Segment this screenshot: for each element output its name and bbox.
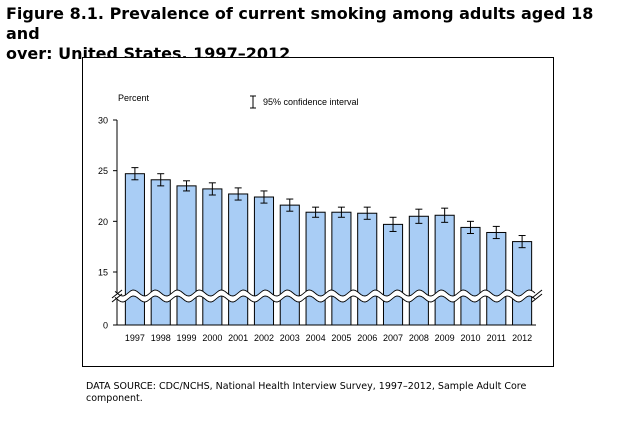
axis-break-line-upper xyxy=(114,289,536,297)
bar-2001 xyxy=(228,193,249,326)
x-tick-label: 2009 xyxy=(435,333,455,343)
bar-2009 xyxy=(434,214,455,326)
bar-2010 xyxy=(460,226,481,326)
y-tick-label: 25 xyxy=(98,166,108,176)
y-tick-label: 0 xyxy=(103,321,108,331)
x-tick-label: 2000 xyxy=(202,333,222,343)
x-tick-label: 2003 xyxy=(280,333,300,343)
y-axis-label: Percent xyxy=(118,93,150,103)
x-tick-label: 1998 xyxy=(151,333,171,343)
x-tick-label: 2001 xyxy=(228,333,248,343)
x-tick-label: 2012 xyxy=(512,333,532,343)
bar-2004 xyxy=(305,211,326,326)
x-tick-label: 2008 xyxy=(409,333,429,343)
x-tick-label: 2011 xyxy=(487,333,506,343)
bar-1998 xyxy=(150,179,171,326)
axis-break-slash xyxy=(111,289,123,299)
y-tick-label: 20 xyxy=(98,217,108,227)
axis-break-slash xyxy=(531,289,543,299)
y-tick-label: 15 xyxy=(98,268,108,278)
data-source-line1: DATA SOURCE: CDC/NCHS, National Health I… xyxy=(86,381,527,392)
bar-2007 xyxy=(382,223,404,326)
x-tick-label: 2010 xyxy=(460,333,480,343)
bar-2006 xyxy=(357,212,378,326)
data-source-line2: component. xyxy=(86,393,143,404)
y-tick-label: 30 xyxy=(98,116,108,126)
x-tick-label: 1997 xyxy=(125,333,145,343)
axis-break-slash xyxy=(111,293,123,303)
figure-title: Figure 8.1. Prevalence of current smokin… xyxy=(6,4,626,64)
x-tick-label: 1999 xyxy=(177,333,197,343)
bar-2000 xyxy=(202,188,223,326)
x-tick-label: 2002 xyxy=(254,333,274,343)
bar-2003 xyxy=(279,204,300,326)
axis-break-line-lower xyxy=(114,295,536,303)
bar-2008 xyxy=(408,215,429,326)
x-tick-label: 2004 xyxy=(306,333,326,343)
bar-2011 xyxy=(486,231,507,326)
bar-2012 xyxy=(512,241,533,326)
bar-2002 xyxy=(253,196,275,326)
figure-title-line1: Figure 8.1. Prevalence of current smokin… xyxy=(6,4,594,43)
bar-1997 xyxy=(124,173,145,326)
bar-2005 xyxy=(331,211,352,326)
x-tick-label: 2007 xyxy=(383,333,403,343)
x-tick-label: 2005 xyxy=(331,333,351,343)
legend-label: 95% confidence interval xyxy=(263,97,359,107)
data-source-note: DATA SOURCE: CDC/NCHS, National Health I… xyxy=(86,381,556,405)
axis-break-band xyxy=(115,290,535,302)
x-tick-label: 2006 xyxy=(357,333,377,343)
bar-1999 xyxy=(176,185,197,326)
axis-break-slash xyxy=(531,293,543,303)
